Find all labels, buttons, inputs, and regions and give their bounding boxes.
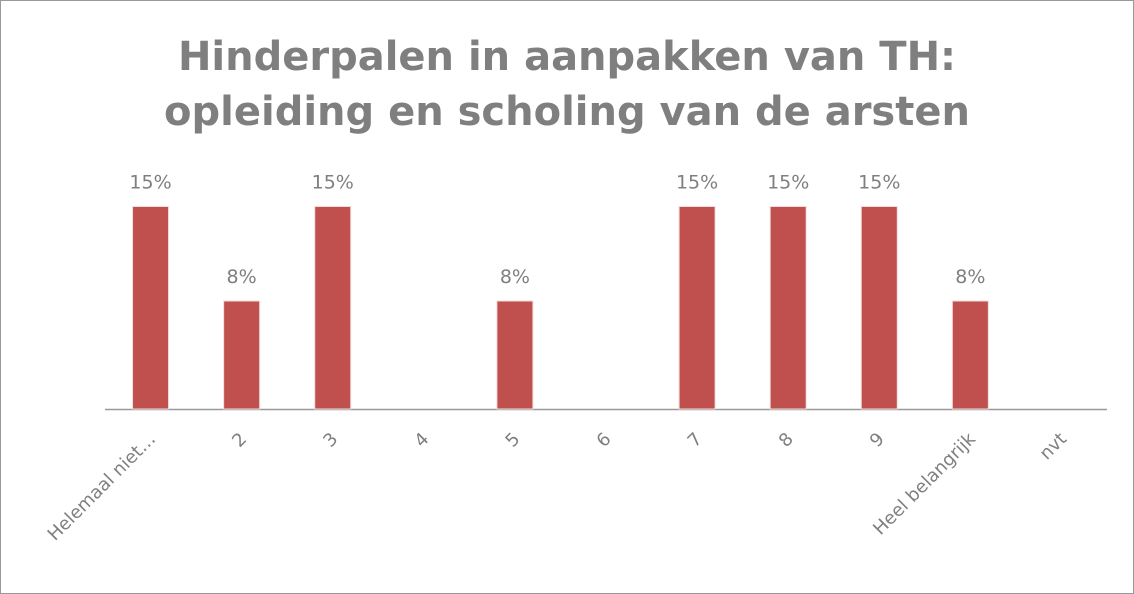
bar — [314, 206, 352, 410]
bar — [951, 300, 989, 410]
bar — [769, 206, 807, 410]
bar — [223, 300, 261, 410]
data-label: 15% — [858, 172, 900, 194]
bar — [678, 206, 716, 410]
bar — [860, 206, 898, 410]
bar — [496, 300, 534, 410]
data-label: 8% — [227, 266, 257, 288]
data-label: 8% — [955, 266, 985, 288]
data-label: 8% — [500, 266, 530, 288]
bar — [132, 206, 170, 410]
chart-title: Hinderpalen in aanpakken van TH: — [178, 34, 956, 80]
chart-title: opleiding en scholing van de arsten — [164, 89, 970, 135]
data-label: 15% — [676, 172, 718, 194]
data-label: 15% — [129, 172, 171, 194]
data-label: 15% — [312, 172, 354, 194]
data-label: 15% — [767, 172, 809, 194]
